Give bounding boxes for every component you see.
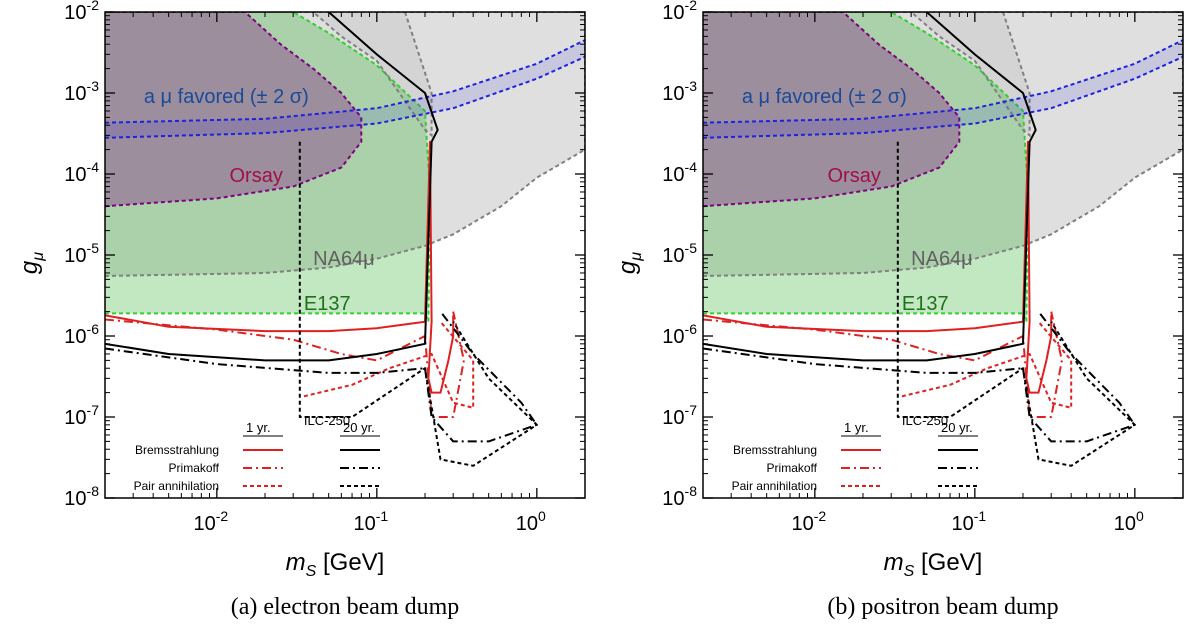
x-tick-label: 10-1 (353, 508, 388, 535)
x-tick-label: 100 (516, 508, 546, 535)
series-bremsstrahlung-1-yr- (703, 140, 1053, 394)
y-axis-label: gμ (16, 252, 47, 274)
series-bremsstrahlung-1-yr- (105, 140, 455, 394)
x-tick-label: 10-2 (193, 508, 228, 535)
series-pair-annihilation-20-yr- (298, 141, 538, 467)
region-na64- (105, 12, 585, 276)
region-edge-orsay (105, 12, 363, 208)
series-bremsstrahlung-20-yr- (105, 12, 439, 362)
annotation-e137: E137 (304, 293, 351, 315)
series-primakoff-20-yr- (105, 310, 538, 443)
annotation-a-favored-2: a μ favored (± 2 σ) (144, 86, 309, 108)
plot-area (105, 12, 585, 467)
region-edge-orsay (703, 12, 961, 208)
region-edge-na64- (703, 12, 1183, 277)
panel-positron-beam-dump: 10-8 10-7 10-6 10-5 10-4 10-3 10-2 10-2 10-1 100 m… (614, 0, 1184, 620)
x-tick-label: 100 (1114, 508, 1144, 535)
panel-caption: (a) electron beam dump (231, 594, 460, 620)
x-axis-label: mS [GeV] (286, 549, 385, 580)
region-na64- (703, 12, 1183, 276)
y-tick-label: 10-5 (64, 240, 99, 267)
region-na64-ext (911, 12, 1030, 136)
legend-row-label: Pair annihilation (134, 479, 219, 493)
x-tick-label: 10-1 (951, 508, 986, 535)
region-edge-na64-ext (312, 12, 433, 138)
annotation-ilc-250: ILC-250 (304, 413, 350, 428)
amu-band-lower (105, 55, 585, 139)
y-tick-label: 10-2 (662, 0, 697, 24)
legend-column-head: 1 yr. (246, 420, 271, 435)
series-pair-annihilation-20-yr- (896, 141, 1136, 467)
legend-row-label: Bremsstrahlung (135, 443, 219, 457)
legend-row-label: Primakoff (767, 461, 818, 475)
y-tick-label: 10-8 (662, 483, 697, 510)
region-e137 (703, 12, 1028, 322)
series-primakoff-20-yr- (703, 310, 1136, 443)
annotation-orsay: Orsay (828, 165, 881, 187)
region-orsay (105, 12, 362, 207)
y-tick-label: 10-5 (662, 240, 697, 267)
y-tick-label: 10-6 (662, 321, 697, 348)
series-primakoff-1-yr- (703, 311, 1063, 418)
y-tick-label: 10-7 (64, 402, 99, 429)
series-pair-annihilation-1-yr- (303, 321, 475, 409)
y-axis-label: gμ (614, 252, 645, 274)
amu-band-upper (703, 39, 1183, 124)
annotation-e137: E137 (902, 293, 949, 315)
series-primakoff-1-yr- (105, 311, 465, 418)
panel-electron-beam-dump: 10-8 10-7 10-6 10-5 10-4 10-3 10-2 10-2 10-1 100 m… (16, 0, 586, 620)
y-tick-label: 10-4 (662, 159, 697, 186)
amu-band-lower (703, 55, 1183, 139)
amu-band (105, 40, 585, 138)
legend-column-head: 1 yr. (844, 420, 869, 435)
annotation-na64: NA64μ (911, 248, 973, 270)
legend-column-head: 20 yr. (343, 420, 375, 435)
series-bremsstrahlung-20-yr- (703, 12, 1037, 362)
x-axis-label: mS [GeV] (884, 549, 983, 580)
y-tick-label: 10-6 (64, 321, 99, 348)
y-tick-label: 10-2 (64, 0, 99, 24)
annotation-ilc-250: ILC-250 (902, 413, 948, 428)
region-na64-ext (313, 12, 432, 136)
amu-band-upper (105, 39, 585, 124)
series-pair-annihilation-1-yr- (901, 321, 1073, 409)
y-tick-label: 10-7 (662, 402, 697, 429)
legend: 1 yr. 20 yr. Bremsstrahlung Primakoff Pair a… (134, 420, 380, 493)
annotation-orsay: Orsay (230, 165, 283, 187)
panel-caption: (b) positron beam dump (827, 594, 1058, 620)
y-tick-label: 10-3 (64, 78, 99, 105)
y-tick-label: 10-8 (64, 483, 99, 510)
annotation-na64: NA64μ (313, 248, 375, 270)
legend-row-label: Pair annihilation (732, 479, 817, 493)
region-e137 (105, 12, 430, 322)
legend: 1 yr. 20 yr. Bremsstrahlung Primakoff Pair a… (732, 420, 978, 493)
amu-band (703, 40, 1183, 138)
annotation-a-favored-2: a μ favored (± 2 σ) (742, 86, 907, 108)
region-edge-na64-ext (910, 12, 1031, 138)
region-orsay (703, 12, 960, 207)
legend-column-head: 20 yr. (941, 420, 973, 435)
x-tick-label: 10-2 (791, 508, 826, 535)
legend-row-label: Bremsstrahlung (733, 443, 817, 457)
legend-row-label: Primakoff (169, 461, 220, 475)
y-tick-label: 10-4 (64, 159, 99, 186)
plot-area (703, 12, 1183, 467)
region-edge-na64- (105, 12, 585, 277)
y-tick-label: 10-3 (662, 78, 697, 105)
